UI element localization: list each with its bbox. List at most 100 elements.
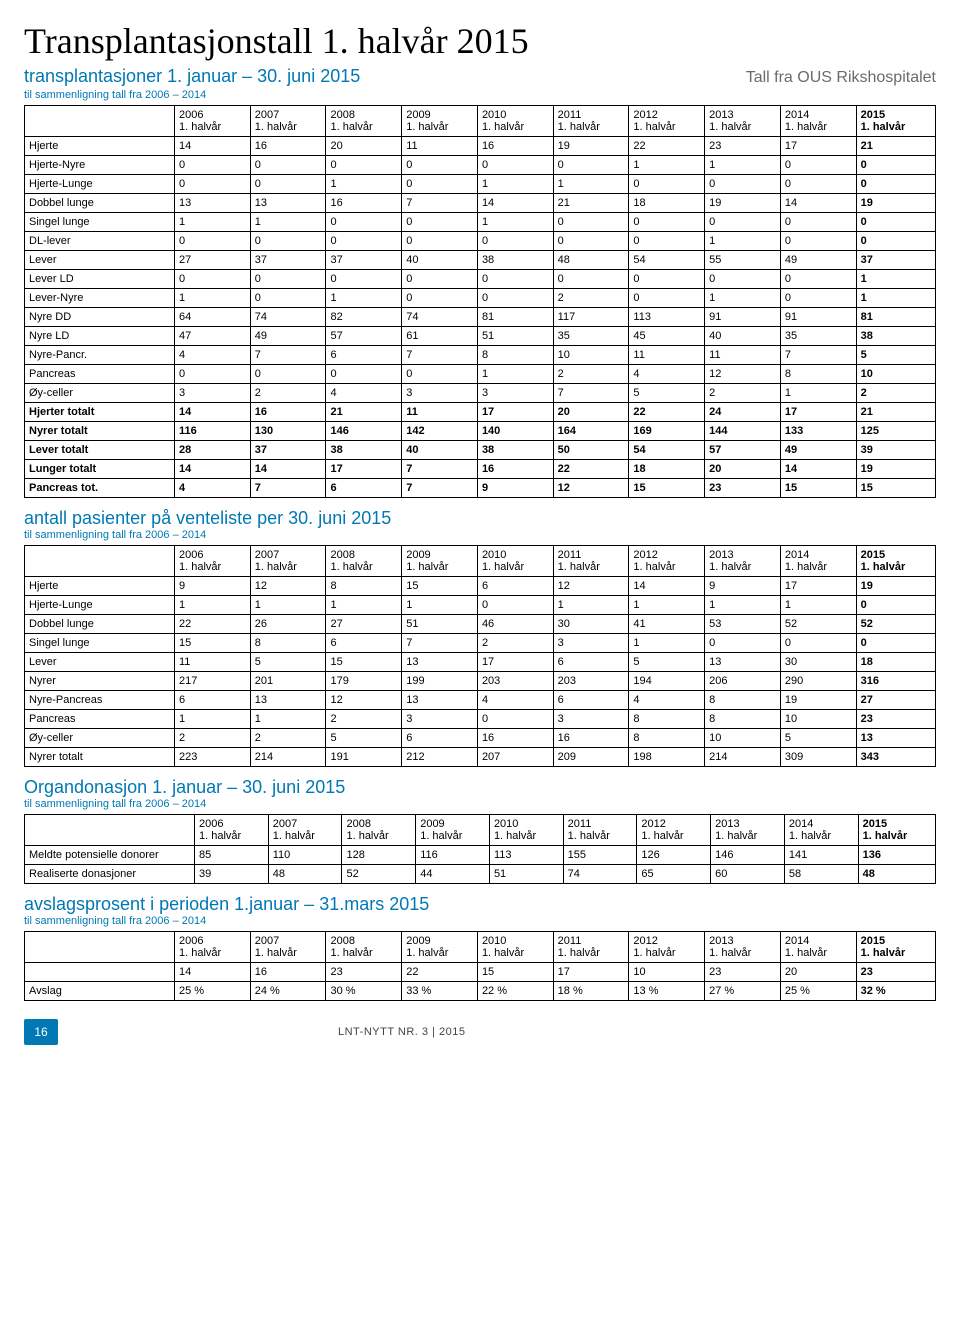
row-label: Pancreas — [25, 365, 175, 384]
data-cell: 23 — [705, 963, 781, 982]
data-cell: 37 — [856, 251, 935, 270]
row-label: Nyrer totalt — [25, 748, 175, 767]
data-cell: 15 — [629, 479, 705, 498]
data-cell: 0 — [629, 175, 705, 194]
data-cell: 0 — [629, 270, 705, 289]
col-header-year: 2012 — [629, 106, 705, 122]
data-cell: 18 % — [553, 982, 629, 1001]
data-cell: 7 — [402, 194, 478, 213]
data-cell: 0 — [477, 156, 553, 175]
col-header-year: 2013 — [705, 546, 781, 562]
data-cell: 0 — [629, 289, 705, 308]
data-cell: 2 — [553, 289, 629, 308]
data-cell: 82 — [326, 308, 402, 327]
col-header-halvar: 1. halvår — [489, 830, 563, 846]
data-cell: 18 — [856, 653, 935, 672]
data-cell: 0 — [402, 232, 478, 251]
data-cell: 1 — [780, 384, 856, 403]
data-cell: 19 — [856, 460, 935, 479]
data-cell: 0 — [477, 289, 553, 308]
col-header-year: 2012 — [629, 932, 705, 948]
col-header-halvar: 1. halvår — [553, 561, 629, 577]
row-label: Nyrer — [25, 672, 175, 691]
col-header-halvar: 1. halvår — [780, 121, 856, 137]
section4-title: avslagsprosent i perioden 1.januar – 31.… — [24, 894, 936, 915]
data-cell: 30 — [553, 615, 629, 634]
data-cell: 0 — [175, 365, 251, 384]
data-cell: 3 — [553, 710, 629, 729]
data-cell: 223 — [175, 748, 251, 767]
data-cell: 169 — [629, 422, 705, 441]
col-header-halvar: 1. halvår — [477, 121, 553, 137]
col-header-year: 2010 — [477, 546, 553, 562]
data-cell: 27 — [175, 251, 251, 270]
data-cell: 2 — [705, 384, 781, 403]
data-cell: 49 — [780, 251, 856, 270]
data-cell: 5 — [629, 384, 705, 403]
data-cell: 2 — [326, 710, 402, 729]
col-header-year: 2007 — [250, 546, 326, 562]
col-header-year: 2009 — [402, 932, 478, 948]
data-cell: 3 — [553, 634, 629, 653]
col-header-halvar: 1. halvår — [175, 561, 251, 577]
data-cell: 117 — [553, 308, 629, 327]
data-cell: 0 — [856, 175, 935, 194]
col-header-year: 2010 — [477, 106, 553, 122]
section4-sub: til sammenligning tall fra 2006 – 2014 — [24, 915, 936, 927]
col-header-label — [25, 815, 195, 831]
col-header-halvar: 1. halvår — [250, 561, 326, 577]
data-cell: 199 — [402, 672, 478, 691]
data-cell: 0 — [856, 634, 935, 653]
data-cell: 30 % — [326, 982, 402, 1001]
data-cell: 11 — [402, 403, 478, 422]
col-header-year: 2014 — [780, 106, 856, 122]
col-header-halvar: 1. halvår — [553, 121, 629, 137]
col-header-halvar: 1. halvår — [629, 947, 705, 963]
data-cell: 91 — [705, 308, 781, 327]
row-label: Lunger totalt — [25, 460, 175, 479]
data-cell: 7 — [402, 346, 478, 365]
data-cell: 39 — [195, 865, 269, 884]
data-cell: 8 — [705, 691, 781, 710]
col-header-halvar: 1. halvår — [563, 830, 637, 846]
data-cell: 17 — [780, 137, 856, 156]
col-header-year: 2011 — [553, 932, 629, 948]
data-cell: 0 — [326, 270, 402, 289]
data-cell: 21 — [856, 403, 935, 422]
data-cell: 214 — [250, 748, 326, 767]
row-label: Hjerte — [25, 577, 175, 596]
data-cell: 45 — [629, 327, 705, 346]
data-cell: 7 — [780, 346, 856, 365]
data-cell: 0 — [402, 175, 478, 194]
data-cell: 9 — [705, 577, 781, 596]
data-cell: 74 — [402, 308, 478, 327]
data-cell: 50 — [553, 441, 629, 460]
data-cell: 5 — [780, 729, 856, 748]
data-cell: 1 — [705, 289, 781, 308]
data-cell: 8 — [629, 710, 705, 729]
data-cell: 12 — [553, 577, 629, 596]
data-cell: 116 — [175, 422, 251, 441]
data-cell: 12 — [250, 577, 326, 596]
data-cell: 22 — [629, 137, 705, 156]
data-cell: 1 — [477, 175, 553, 194]
data-cell: 17 — [477, 653, 553, 672]
data-cell: 1 — [553, 596, 629, 615]
col-header-year: 2007 — [268, 815, 342, 831]
data-cell: 0 — [250, 175, 326, 194]
page-number-badge: 16 — [24, 1019, 58, 1045]
data-cell: 20 — [780, 963, 856, 982]
row-label: Øy-celler — [25, 384, 175, 403]
data-cell: 16 — [326, 194, 402, 213]
data-cell: 13 — [250, 194, 326, 213]
data-cell: 14 — [780, 460, 856, 479]
data-cell: 1 — [175, 213, 251, 232]
data-cell: 17 — [477, 403, 553, 422]
data-cell: 316 — [856, 672, 935, 691]
col-header-halvar: 1. halvår — [705, 121, 781, 137]
data-cell: 0 — [780, 213, 856, 232]
source-note: Tall fra OUS Rikshospitalet — [746, 69, 936, 87]
data-cell: 8 — [780, 365, 856, 384]
data-cell: 1 — [780, 596, 856, 615]
data-cell: 19 — [705, 194, 781, 213]
